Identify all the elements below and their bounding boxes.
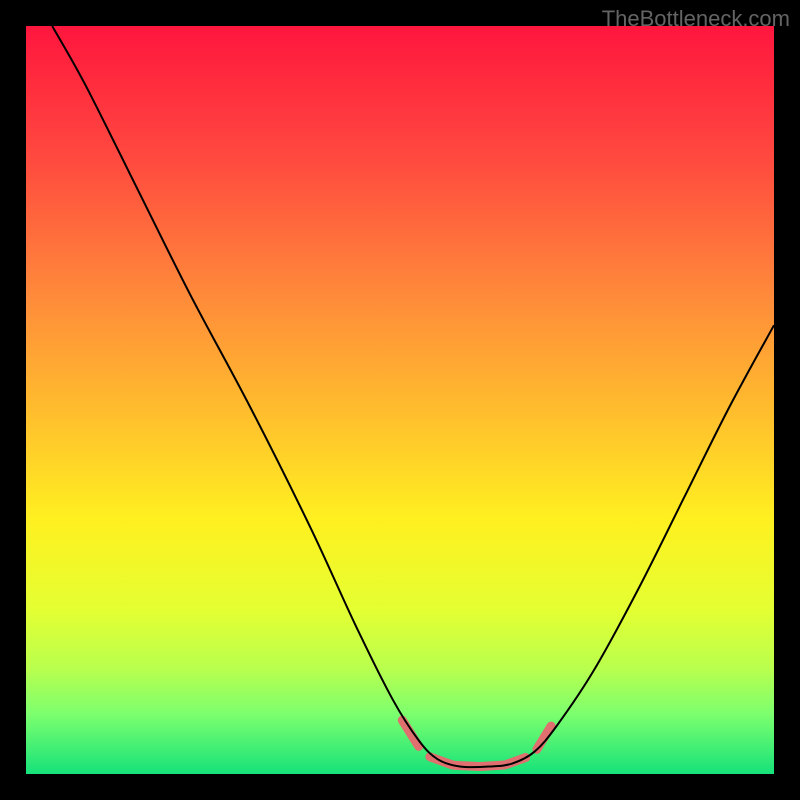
frame-edge xyxy=(0,0,800,26)
chart-canvas xyxy=(0,0,800,800)
bottleneck-chart: TheBottleneck.com xyxy=(0,0,800,800)
frame-edge xyxy=(774,0,800,800)
plot-background xyxy=(26,26,774,774)
frame-edge xyxy=(0,0,26,800)
frame-edge xyxy=(0,774,800,800)
